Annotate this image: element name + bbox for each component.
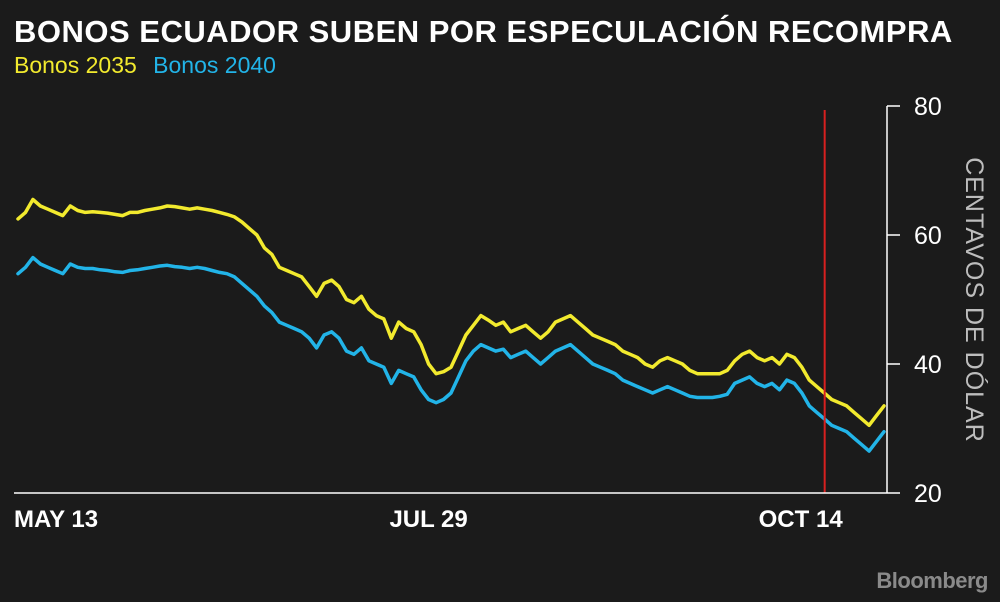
chart-title: BONOS ECUADOR SUBEN POR ESPECULACIÓN REC…	[14, 14, 953, 49]
legend-entry-bonos-2035: Bonos 2035	[14, 52, 137, 78]
bloomberg-logo: Bloomberg	[876, 568, 988, 593]
y-axis-title: CENTAVOS DE DÓLAR	[960, 157, 989, 443]
y-tick-label-40: 40	[914, 351, 942, 379]
legend-entry-bonos-2040: Bonos 2040	[153, 52, 276, 78]
y-tick-label-80: 80	[914, 93, 942, 121]
series-line-bonos-2035	[16, 197, 886, 428]
y-tick-label-20: 20	[914, 480, 942, 508]
y-tick-label-60: 60	[914, 222, 942, 250]
x-tick-label-may-13: MAY 13	[14, 506, 98, 533]
series-line-bonos-2040	[16, 255, 886, 453]
legend: Bonos 2035 Bonos 2040	[14, 52, 286, 79]
x-tick-label-jul-29: JUL 29	[389, 506, 467, 533]
x-tick-label-oct-14: OCT 14	[759, 506, 844, 533]
